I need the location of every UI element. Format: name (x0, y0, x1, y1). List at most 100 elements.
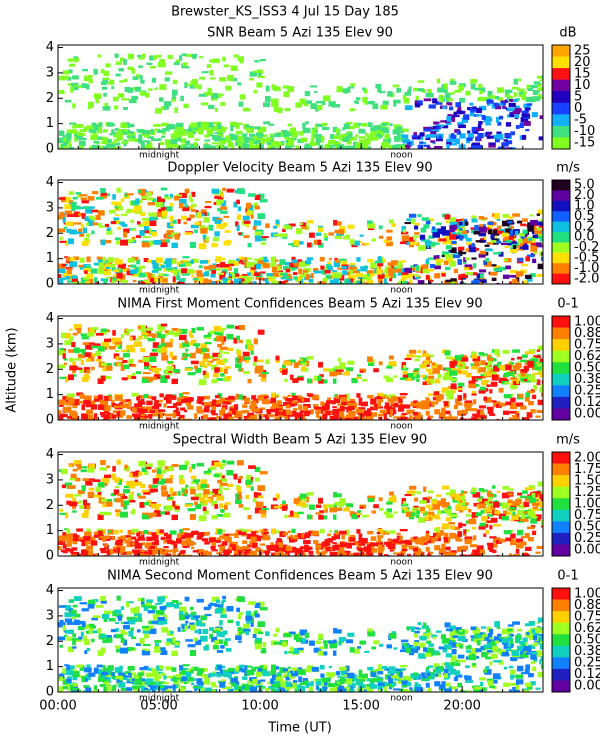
echo-speckle (115, 213, 119, 216)
echo-speckle (526, 390, 535, 394)
colorbar-swatch (552, 114, 570, 127)
echo-speckle (386, 377, 393, 383)
echo-speckle (510, 225, 515, 229)
echo-speckle (257, 213, 265, 220)
echo-speckle (479, 279, 487, 283)
y-tick-label: 3 (46, 336, 54, 351)
y-tick-label: 4 (46, 311, 54, 326)
echo-speckle (257, 495, 264, 499)
y-tick-label: 0 (46, 413, 54, 428)
echo-speckle (131, 542, 136, 546)
echo-speckle (280, 140, 285, 146)
echo-speckle (522, 354, 528, 358)
echo-speckle (417, 88, 425, 92)
echo-speckle (388, 272, 394, 277)
echo-speckle (136, 493, 141, 497)
echo-speckle (418, 517, 426, 523)
echo-speckle (503, 139, 508, 142)
echo-speckle (255, 277, 264, 280)
echo-speckle (388, 219, 394, 224)
echo-speckle (238, 256, 245, 260)
echo-speckle (77, 228, 83, 232)
echo-speckle (481, 379, 488, 386)
echo-speckle (127, 53, 135, 60)
echo-speckle (348, 269, 355, 275)
echo-speckle (423, 360, 430, 365)
echo-speckle (537, 508, 543, 511)
echo-speckle (477, 281, 482, 284)
echo-speckle (443, 532, 449, 537)
echo-speckle (433, 121, 439, 125)
echo-speckle (410, 403, 417, 407)
echo-speckle (98, 262, 104, 269)
echo-speckle (166, 478, 173, 484)
echo-speckle (470, 363, 475, 366)
echo-speckle (185, 348, 189, 352)
echo-speckle (279, 531, 286, 537)
echo-speckle (147, 545, 156, 550)
echo-speckle (437, 510, 442, 515)
echo-speckle (68, 69, 73, 74)
echo-speckle (198, 401, 203, 405)
echo-speckle (308, 282, 315, 284)
echo-speckle (173, 62, 180, 66)
echo-speckle (86, 222, 91, 226)
echo-speckle (234, 268, 239, 275)
echo-speckle (132, 414, 141, 417)
echo-speckle (443, 372, 452, 377)
echo-speckle (448, 550, 452, 554)
echo-speckle (519, 232, 525, 237)
echo-speckle (117, 357, 124, 361)
echo-speckle (348, 136, 357, 141)
echo-speckle (484, 244, 490, 247)
echo-speckle (205, 91, 213, 96)
echo-speckle (536, 227, 542, 231)
echo-speckle (473, 279, 480, 284)
echo-speckle (97, 482, 105, 488)
echo-speckle (263, 550, 271, 554)
echo-speckle (468, 382, 477, 389)
echo-speckle (65, 196, 71, 203)
echo-speckle (476, 553, 482, 556)
echo-speckle (455, 504, 462, 511)
echo-speckle (72, 503, 76, 510)
echo-speckle (472, 263, 477, 269)
echo-speckle (187, 372, 196, 376)
echo-speckle (332, 544, 340, 551)
echo-speckle (304, 360, 310, 367)
echo-speckle (213, 127, 221, 131)
echo-speckle (386, 365, 393, 369)
echo-speckle (126, 208, 135, 212)
echo-speckle (140, 281, 147, 284)
echo-speckle (334, 501, 341, 506)
echo-speckle (190, 496, 199, 501)
echo-speckle (445, 546, 451, 551)
echo-speckle (258, 415, 263, 420)
echo-speckle (375, 83, 382, 89)
echo-speckle (80, 197, 87, 201)
echo-speckle (414, 100, 418, 105)
echo-speckle (58, 414, 64, 420)
echo-speckle (280, 272, 288, 276)
echo-speckle (471, 218, 478, 223)
echo-speckle (275, 219, 280, 225)
echo-speckle (166, 466, 174, 472)
echo-speckle (465, 272, 474, 275)
echo-speckle (462, 219, 468, 222)
echo-speckle (141, 514, 146, 520)
echo-speckle (212, 121, 221, 124)
echo-speckle (271, 101, 279, 107)
echo-speckle (338, 554, 346, 556)
echo-speckle (208, 401, 216, 407)
echo-speckle (379, 235, 384, 239)
echo-speckle (178, 343, 185, 349)
echo-speckle (384, 402, 390, 408)
echo-speckle (457, 246, 465, 251)
echo-speckle (498, 115, 504, 120)
echo-speckle (193, 84, 199, 88)
echo-speckle (172, 282, 177, 284)
echo-speckle (313, 404, 319, 408)
echo-speckle (182, 62, 188, 67)
echo-speckle (104, 543, 108, 548)
echo-speckle (138, 324, 146, 331)
